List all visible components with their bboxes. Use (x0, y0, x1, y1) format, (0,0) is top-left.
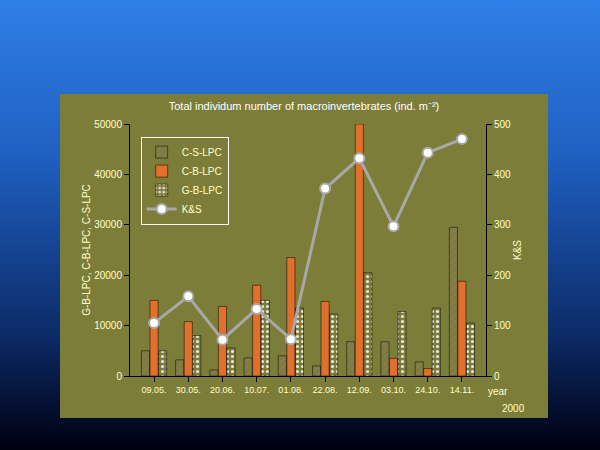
svg-text:K&S: K&S (182, 204, 202, 215)
svg-text:20.06.: 20.06. (210, 385, 235, 395)
svg-text:G-B-LPC: G-B-LPC (182, 185, 223, 196)
svg-text:22.08.: 22.08. (313, 385, 338, 395)
svg-text:30.05.: 30.05. (176, 385, 201, 395)
svg-text:300: 300 (494, 219, 511, 230)
svg-text:year: year (488, 386, 508, 397)
svg-text:500: 500 (494, 119, 511, 130)
svg-text:09.05.: 09.05. (142, 385, 167, 395)
svg-text:100: 100 (494, 320, 511, 331)
svg-text:10000: 10000 (94, 320, 122, 331)
svg-text:03.10.: 03.10. (381, 385, 406, 395)
svg-text:12.09.: 12.09. (347, 385, 372, 395)
svg-text:0: 0 (494, 371, 500, 382)
svg-text:400: 400 (494, 169, 511, 180)
svg-text:C-B-LPC: C-B-LPC (182, 166, 222, 177)
svg-text:2000: 2000 (502, 403, 525, 414)
svg-text:C-S-LPC: C-S-LPC (182, 147, 222, 158)
svg-text:40000: 40000 (94, 169, 122, 180)
svg-text:01.08.: 01.08. (278, 385, 303, 395)
svg-text:200: 200 (494, 270, 511, 281)
svg-text:20000: 20000 (94, 270, 122, 281)
svg-text:Total individum number of macr: Total individum number of macroinvertebr… (169, 100, 440, 112)
svg-text:0: 0 (116, 371, 122, 382)
svg-text:G-B-LPC, C-B-LPC, C-S-LPC: G-B-LPC, C-B-LPC, C-S-LPC (81, 184, 92, 316)
svg-text:K&S: K&S (512, 240, 523, 260)
svg-text:24.10.: 24.10. (415, 385, 440, 395)
svg-text:30000: 30000 (94, 219, 122, 230)
svg-text:10.07.: 10.07. (244, 385, 269, 395)
svg-text:50000: 50000 (94, 119, 122, 130)
svg-text:14.11.: 14.11. (450, 385, 474, 395)
